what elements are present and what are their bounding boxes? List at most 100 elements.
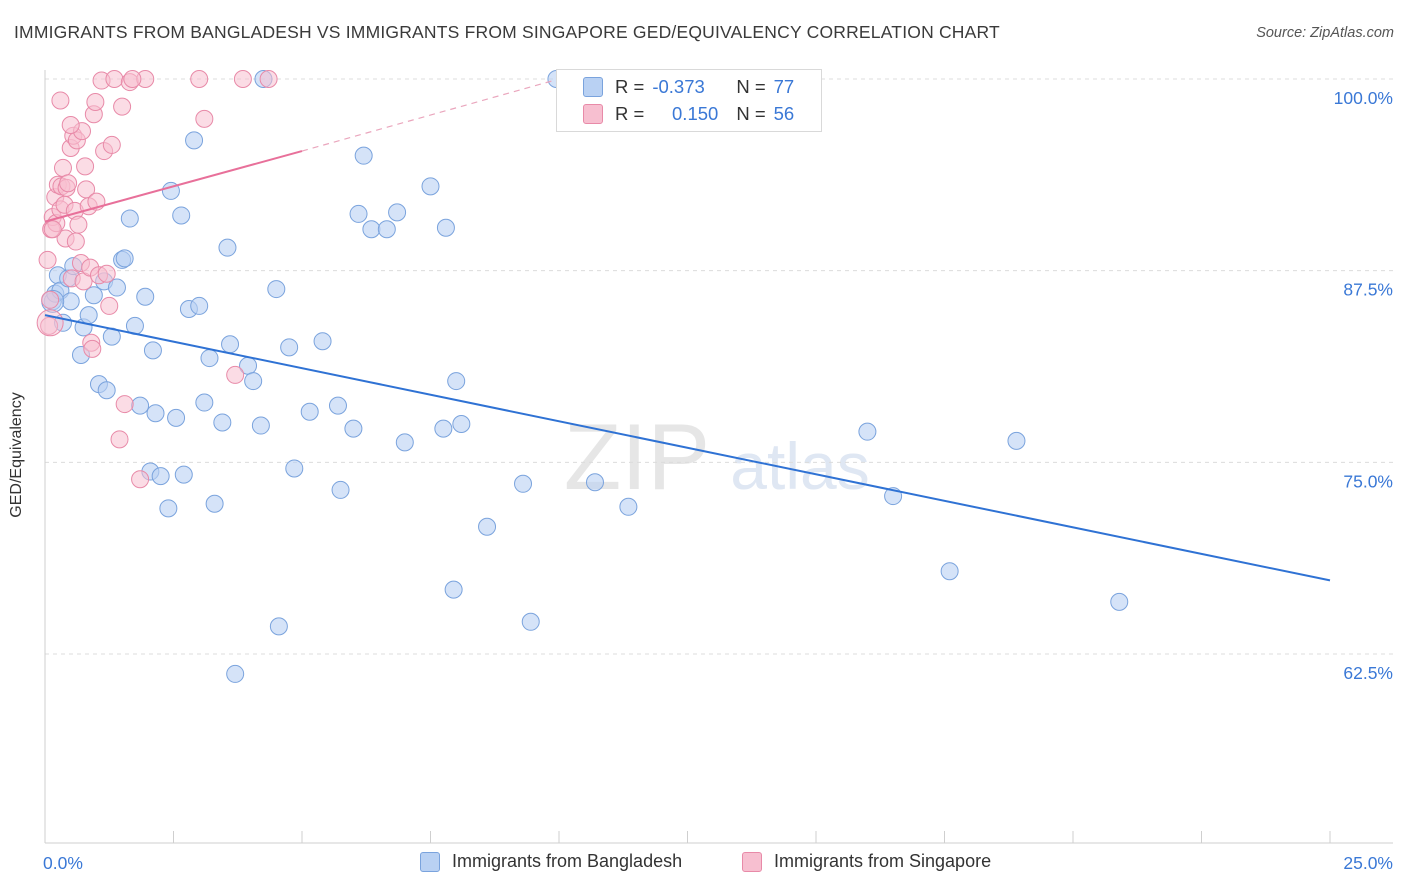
singapore-point [233, 70, 252, 88]
bangladesh-point [61, 292, 80, 311]
bangladesh-point [377, 220, 396, 239]
bottom-legend-bangladesh: Immigrants from Bangladesh [420, 851, 682, 872]
bangladesh-point [280, 338, 299, 357]
bangladesh-point [434, 419, 453, 438]
bangladesh-point [115, 249, 134, 268]
bangladesh-point [1110, 592, 1129, 611]
bangladesh-point [362, 220, 381, 239]
bottom-legend-singapore: Immigrants from Singapore [742, 851, 991, 872]
y-tick-label: 62.5% [1343, 663, 1393, 683]
bangladesh-point [167, 408, 186, 427]
bottom-legend-label-bangladesh: Immigrants from Bangladesh [452, 851, 683, 871]
bangladesh-point [97, 381, 116, 400]
bangladesh-point [395, 433, 414, 452]
bangladesh-point [1007, 431, 1026, 450]
singapore-point [131, 470, 150, 489]
bangladesh-point [344, 419, 363, 438]
bangladesh-point [218, 238, 237, 257]
bangladesh-point [159, 499, 178, 518]
bangladesh-point [444, 580, 463, 599]
bangladesh-point [213, 413, 232, 432]
bangladesh-point [143, 341, 162, 360]
legend-n-value-bangladesh: 77 [773, 76, 795, 97]
bangladesh-point [226, 664, 245, 683]
singapore-point [102, 135, 121, 154]
bangladesh-point [205, 494, 224, 513]
bangladesh-point [221, 335, 240, 354]
bangladesh-point [478, 517, 497, 536]
legend-n-value-singapore: 56 [773, 103, 795, 124]
singapore-point [190, 70, 209, 88]
bangladesh-point [120, 209, 139, 228]
bangladesh-point [354, 146, 373, 165]
singapore-point [86, 93, 105, 111]
y-tick-label: 75.0% [1343, 471, 1393, 491]
singapore-point [59, 174, 78, 193]
legend-n-label: N = [736, 76, 766, 97]
legend-swatch-bangladesh [583, 77, 603, 97]
bangladesh-point [251, 416, 270, 435]
bangladesh-point [107, 278, 126, 297]
bangladesh-point [131, 396, 150, 415]
bangladesh-point [195, 393, 214, 412]
bangladesh-point [447, 372, 466, 391]
bangladesh-point [172, 206, 191, 225]
bangladesh-point [328, 396, 347, 415]
bangladesh-point [136, 287, 155, 306]
singapore-point [61, 116, 80, 134]
y-tick-label: 100.0% [1334, 88, 1393, 108]
bangladesh-point [190, 296, 209, 315]
bangladesh-point [300, 402, 319, 421]
y-tick-label: 87.5% [1343, 280, 1393, 300]
singapore-point [115, 395, 134, 414]
singapore-point [226, 365, 245, 384]
bangladesh-point [185, 131, 204, 150]
singapore-point [97, 264, 116, 283]
x-tick-label-max: 25.0% [1343, 853, 1393, 873]
bangladesh-trendline [44, 314, 1331, 582]
bottom-legend-label-singapore: Immigrants from Singapore [774, 851, 992, 871]
bangladesh-point [858, 422, 877, 441]
x-tick-label-min: 0.0% [43, 853, 83, 873]
bangladesh-point [514, 474, 533, 493]
bangladesh-point [174, 465, 193, 484]
legend-r-label: R = [615, 76, 645, 97]
singapore-point [113, 97, 132, 116]
bangladesh-point [313, 332, 332, 351]
singapore-point [259, 70, 278, 88]
singapore-point [41, 290, 60, 309]
chart-title: IMMIGRANTS FROM BANGLADESH VS IMMIGRANTS… [14, 22, 1000, 42]
bangladesh-point [285, 459, 304, 478]
bangladesh-point [388, 203, 407, 222]
bangladesh-point [521, 612, 540, 631]
bangladesh-point [79, 306, 98, 325]
bangladesh-point [940, 562, 959, 581]
bangladesh-point [151, 467, 170, 486]
bangladesh-point [585, 473, 604, 492]
singapore-point [38, 250, 57, 269]
singapore-trendline [44, 150, 303, 223]
bangladesh-point [436, 218, 455, 237]
correlation-legend: R = -0.373 N = 77 R = 0.150 N = 56 [556, 69, 822, 132]
singapore-point [51, 91, 70, 110]
bangladesh-point [244, 372, 263, 391]
bangladesh-point [349, 204, 368, 223]
singapore-point [69, 215, 88, 234]
bangladesh-point [146, 404, 165, 423]
singapore-point [36, 309, 64, 337]
bangladesh-point [200, 349, 219, 368]
singapore-trendline-extension [301, 78, 560, 152]
bottom-legend-swatch-bangladesh [420, 851, 440, 872]
legend-row-bangladesh: R = -0.373 N = 77 [557, 74, 794, 100]
watermark-atlas: atlas [730, 429, 869, 503]
legend-r-value-singapore: 0.150 [672, 103, 719, 124]
singapore-point [110, 430, 129, 449]
legend-r-value-bangladesh: -0.373 [652, 76, 705, 97]
legend-r-label: R = [615, 103, 645, 124]
singapore-point [105, 70, 124, 88]
bottom-legend-swatch-singapore [742, 851, 762, 872]
legend-swatch-singapore [583, 104, 603, 124]
singapore-point [40, 316, 59, 335]
bangladesh-point [267, 280, 286, 299]
